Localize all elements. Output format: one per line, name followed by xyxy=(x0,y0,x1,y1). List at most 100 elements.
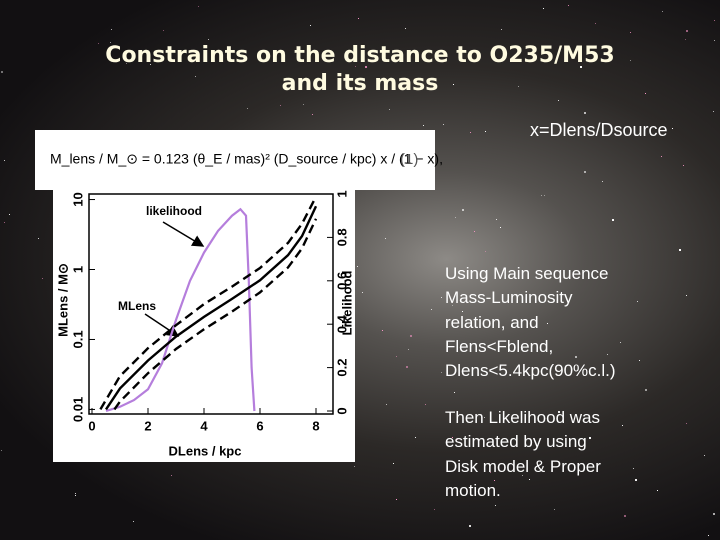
star xyxy=(405,28,406,29)
star xyxy=(584,112,586,114)
star xyxy=(713,513,715,515)
star xyxy=(4,222,5,223)
arrow xyxy=(162,221,205,247)
star xyxy=(441,372,442,373)
star xyxy=(485,131,486,132)
star xyxy=(633,468,634,469)
y-tick-label: 0.01 xyxy=(70,397,85,422)
y-axis-label: MLens / M⊙ xyxy=(55,263,70,337)
star xyxy=(518,86,519,87)
star xyxy=(408,349,409,350)
star xyxy=(713,111,714,112)
note-line: Dlens<5.4kpc(90%c.l.) xyxy=(445,361,616,381)
star xyxy=(494,480,495,481)
star xyxy=(612,219,614,221)
star xyxy=(543,8,544,9)
note-line: motion. xyxy=(445,480,501,500)
star xyxy=(410,335,412,337)
star xyxy=(195,76,196,77)
star xyxy=(554,509,555,510)
star xyxy=(75,495,76,496)
star xyxy=(208,39,209,40)
formula-number: (1) xyxy=(400,151,418,168)
star xyxy=(547,323,548,324)
star xyxy=(358,18,359,19)
star xyxy=(396,499,397,500)
star xyxy=(1,450,2,451)
star xyxy=(595,23,596,24)
star xyxy=(683,165,684,166)
star xyxy=(462,311,463,312)
star xyxy=(495,505,496,506)
x-tick-label: 4 xyxy=(200,418,208,433)
star xyxy=(452,305,453,306)
star xyxy=(630,60,631,61)
star xyxy=(624,515,626,517)
y2-axis-label: Likelihood xyxy=(339,270,354,335)
y-tick-label: 10 xyxy=(70,192,85,206)
star xyxy=(386,404,387,405)
star xyxy=(714,40,715,41)
series-line xyxy=(113,218,318,411)
star xyxy=(474,231,475,232)
annotation: MLens xyxy=(118,299,156,313)
star xyxy=(357,266,358,267)
star xyxy=(657,490,658,491)
star xyxy=(662,11,663,12)
star xyxy=(645,93,646,94)
star xyxy=(198,6,199,7)
star xyxy=(661,156,662,157)
star xyxy=(522,475,523,476)
star xyxy=(150,64,151,65)
star xyxy=(110,42,111,43)
star xyxy=(635,479,637,481)
chart-panel xyxy=(53,190,355,462)
star xyxy=(75,493,76,494)
y2-tick-label: 0.6 xyxy=(334,272,349,290)
y2-tick-label: 0.4 xyxy=(334,314,349,333)
y2-tick-label: 1 xyxy=(334,190,349,197)
note: Using Main sequence Mass-Luminosity relati… xyxy=(445,262,616,383)
note-line: relation, and xyxy=(445,312,539,332)
star xyxy=(484,417,485,418)
star xyxy=(639,360,640,361)
note-line: Using Main sequence xyxy=(445,264,609,283)
formula-box xyxy=(35,130,435,190)
star xyxy=(452,437,453,438)
star xyxy=(580,66,582,68)
star xyxy=(602,181,603,182)
star xyxy=(558,100,559,101)
star xyxy=(714,20,715,21)
star xyxy=(589,437,591,439)
x-tick-label: 2 xyxy=(144,418,151,433)
star xyxy=(382,330,383,331)
star xyxy=(584,171,586,173)
x-axis-label: DLens / kpc xyxy=(169,443,242,458)
star xyxy=(529,479,530,480)
note-line: Flens<Fblend, xyxy=(445,336,554,356)
plot: 0 2 4 6 8 0.01 0.1 1 10 0 0.2 0.4 0.6 0.8 1 DLens / kpc… xyxy=(55,190,354,458)
star xyxy=(637,301,638,302)
star xyxy=(607,354,608,355)
star xyxy=(679,249,681,251)
star xyxy=(558,411,560,413)
star xyxy=(522,348,523,349)
star xyxy=(247,108,248,109)
star xyxy=(470,132,471,133)
star xyxy=(604,60,605,61)
star xyxy=(126,63,127,64)
star xyxy=(454,392,455,393)
star xyxy=(406,366,408,368)
star xyxy=(501,29,502,30)
y-tick-label: 1 xyxy=(70,266,85,273)
star xyxy=(312,114,313,115)
star xyxy=(500,227,501,228)
star xyxy=(645,389,647,391)
star xyxy=(630,32,631,33)
star xyxy=(485,251,486,252)
star xyxy=(310,25,311,26)
star xyxy=(462,209,464,211)
x-tick-label: 0 xyxy=(88,418,95,433)
star xyxy=(38,238,39,239)
